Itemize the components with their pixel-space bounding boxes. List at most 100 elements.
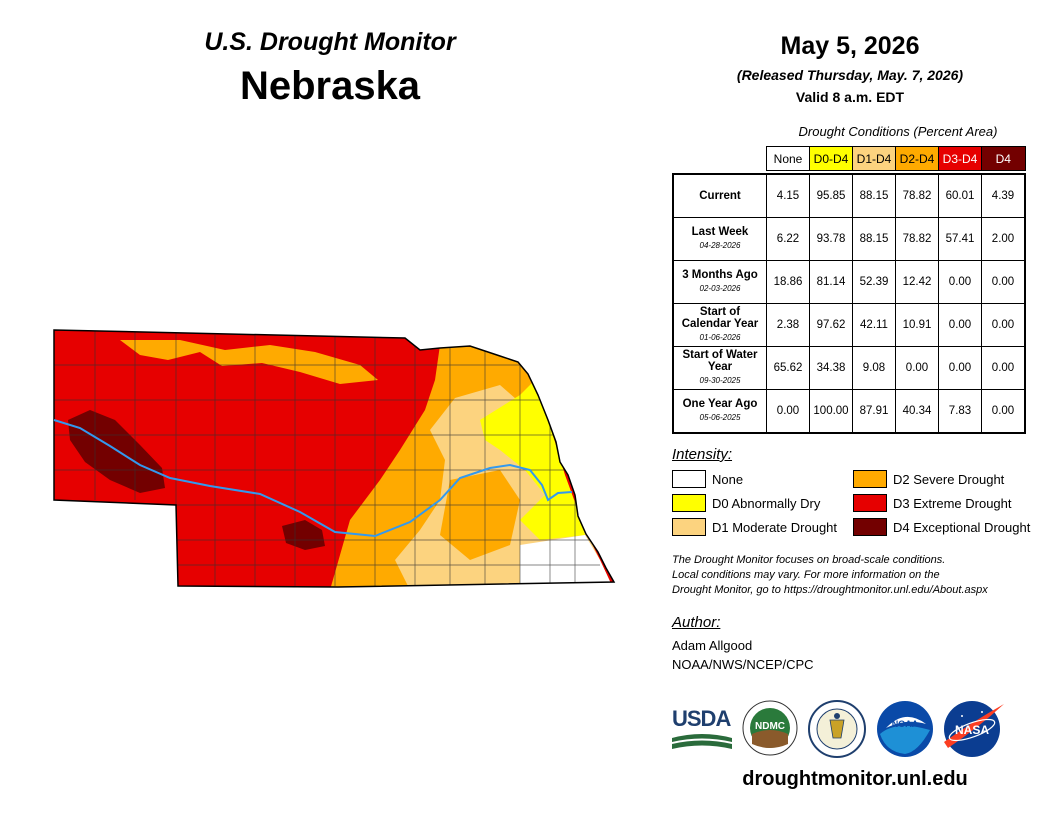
cell: 4.15 — [766, 173, 810, 218]
cell: 0.00 — [981, 346, 1026, 390]
cell: 12.42 — [895, 260, 939, 304]
cell: 0.00 — [938, 346, 982, 390]
county-lines — [54, 330, 600, 586]
usda-logo-text: USDA — [672, 706, 731, 731]
column-header-none: None — [766, 146, 810, 171]
legend-label: D0 Abnormally Dry — [712, 495, 821, 511]
column-header-d3-d4: D3-D4 — [938, 146, 982, 171]
nasa-logo: NASA — [944, 701, 1004, 757]
cell: 4.39 — [981, 173, 1026, 218]
row-label: 3 Months Ago 02-03-2026 — [672, 260, 767, 304]
svg-text:NOAA: NOAA — [892, 719, 919, 729]
cell: 18.86 — [766, 260, 810, 304]
cell: 0.00 — [981, 260, 1026, 304]
legend-swatch — [672, 470, 706, 488]
cell: 60.01 — [938, 173, 982, 218]
legend-swatch — [853, 470, 887, 488]
author-org: NOAA/NWS/NCEP/CPC — [672, 657, 814, 672]
author-label: Author: — [672, 614, 721, 631]
usda-field-icon — [672, 734, 732, 749]
cell: 40.34 — [895, 389, 939, 434]
cell: 0.00 — [895, 346, 939, 390]
cell: 2.38 — [766, 303, 810, 347]
legend-label: D1 Moderate Drought — [712, 519, 838, 535]
legend-swatch — [672, 518, 706, 536]
legend-label: None — [712, 471, 744, 487]
legend-swatch — [853, 518, 887, 536]
platte-river — [53, 419, 573, 538]
row-label: One Year Ago 05-06-2025 — [672, 389, 767, 434]
column-header-d0-d4: D0-D4 — [809, 146, 853, 171]
ndmc-logo: NDMC — [742, 700, 798, 756]
cell: 87.91 — [852, 389, 896, 434]
cell: 100.00 — [809, 389, 853, 434]
state-name: Nebraska — [239, 64, 421, 108]
drought-conditions-table: None D0-D4 D1-D4 D2-D4 D3-D4 D4 Current … — [672, 146, 1026, 434]
d2-zone-inner — [440, 470, 520, 560]
column-header-d1-d4: D1-D4 — [852, 146, 896, 171]
nebraska-drought-map — [53, 329, 616, 588]
legend-item-d2: D2 Severe Drought — [853, 470, 1004, 488]
site-url[interactable]: droughtmonitor.unl.edu — [742, 768, 968, 790]
table-row: Start of Water Year 09-30-2025 65.62 34.3… — [672, 346, 1026, 390]
legend-item-d3: D3 Extreme Drought — [853, 494, 1012, 512]
cell: 0.00 — [981, 389, 1026, 434]
legend-label: D2 Severe Drought — [893, 471, 1005, 487]
note-line: The Drought Monitor focuses on broad-sca… — [672, 554, 946, 566]
svg-text:NASA: NASA — [955, 723, 989, 737]
legend-title: Intensity: — [672, 446, 733, 463]
map-date: May 5, 2026 — [780, 32, 920, 60]
table-row: Current 4.15 95.85 88.15 78.82 60.01 4.3… — [672, 173, 1026, 218]
column-header-d4: D4 — [981, 146, 1026, 171]
legend-swatch — [672, 494, 706, 512]
legend-swatch — [853, 494, 887, 512]
cell: 34.38 — [809, 346, 853, 390]
legend-item-d4: D4 Exceptional Drought — [853, 518, 1030, 536]
cell: 52.39 — [852, 260, 896, 304]
cell: 78.82 — [895, 217, 939, 261]
release-date: (Released Thursday, May. 7, 2026) — [736, 67, 964, 83]
d4-zone-west — [68, 410, 165, 493]
legend-label: D4 Exceptional Drought — [893, 519, 1031, 535]
table-row: Last Week 04-28-2026 6.22 93.78 88.15 78.… — [672, 217, 1026, 261]
d0-zone — [480, 380, 585, 540]
cell: 0.00 — [938, 303, 982, 347]
legend-label: D3 Extreme Drought — [893, 495, 1012, 511]
legend-item-none: None — [672, 470, 743, 488]
author-name: Adam Allgood — [672, 638, 753, 653]
valid-time: Valid 8 a.m. EDT — [795, 89, 905, 105]
noaa-logo: NOAA — [877, 701, 933, 757]
legend-item-d1: D1 Moderate Drought — [672, 518, 837, 536]
cell: 9.08 — [852, 346, 896, 390]
cell: 57.41 — [938, 217, 982, 261]
cell: 10.91 — [895, 303, 939, 347]
note-line: Drought Monitor, go to https://droughtmo… — [672, 584, 988, 596]
note-line: Local conditions may vary. For more info… — [672, 569, 940, 581]
state-outline — [53, 329, 616, 588]
cell: 42.11 — [852, 303, 896, 347]
usda-logo: USDA — [672, 706, 732, 752]
cell: 88.15 — [852, 173, 896, 218]
d4-zone-south — [282, 520, 325, 550]
table-row: 3 Months Ago 02-03-2026 18.86 81.14 52.39… — [672, 260, 1026, 304]
svg-text:NDMC: NDMC — [755, 721, 785, 732]
cell: 0.00 — [766, 389, 810, 434]
row-label: Last Week 04-28-2026 — [672, 217, 767, 261]
cell: 6.22 — [766, 217, 810, 261]
cell: 88.15 — [852, 217, 896, 261]
cell: 97.62 — [809, 303, 853, 347]
cell: 2.00 — [981, 217, 1026, 261]
row-label: Start of Water Year 09-30-2025 — [672, 346, 767, 390]
column-header-d2-d4: D2-D4 — [895, 146, 939, 171]
legend-item-d0: D0 Abnormally Dry — [672, 494, 820, 512]
cell: 0.00 — [938, 260, 982, 304]
cell: 65.62 — [766, 346, 810, 390]
cell: 0.00 — [981, 303, 1026, 347]
none-zone — [520, 535, 614, 587]
monitor-title: U.S. Drought Monitor — [204, 28, 456, 56]
table-header-row: None D0-D4 D1-D4 D2-D4 D3-D4 D4 — [673, 146, 1026, 171]
table-row: One Year Ago 05-06-2025 0.00 100.00 87.91… — [672, 389, 1026, 434]
d2-zone-north — [120, 340, 378, 384]
cell: 78.82 — [895, 173, 939, 218]
cell: 95.85 — [809, 173, 853, 218]
